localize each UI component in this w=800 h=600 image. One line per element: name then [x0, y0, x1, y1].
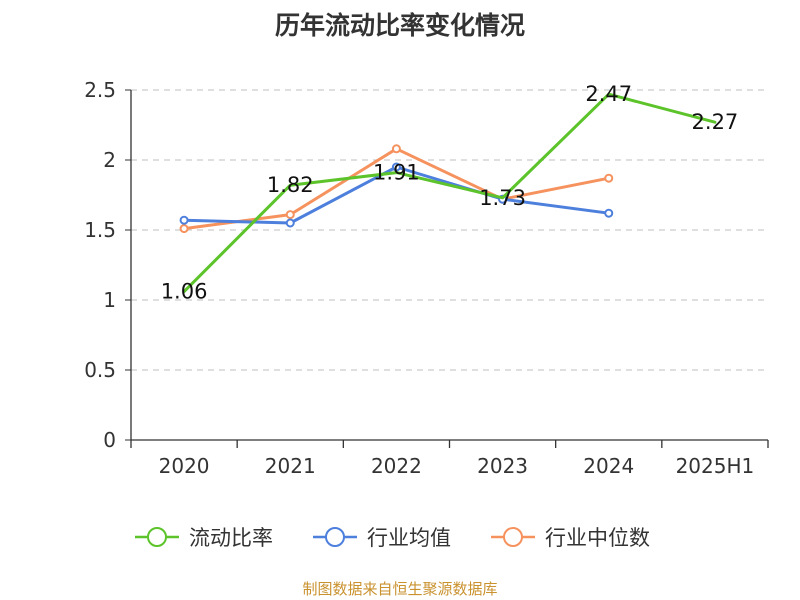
chart-title: 历年流动比率变化情况	[274, 11, 525, 40]
x-tick-label: 2024	[583, 454, 634, 478]
data-labels: 1.06 1.82 1.91 1.73 2.47 2.27	[161, 82, 739, 303]
x-tick-label: 2022	[371, 454, 422, 478]
y-tick-label: 2	[103, 148, 116, 172]
axes: 0 0.5 1 1.5 2 2.5 2020 2021 2022 2023 2024 2025H1	[84, 78, 769, 478]
y-tick-label: 2.5	[84, 78, 116, 102]
data-label: 1.91	[373, 161, 420, 185]
series-lines	[179, 92, 717, 294]
data-point	[285, 210, 295, 220]
data-point	[604, 173, 614, 183]
legend-marker	[325, 527, 345, 547]
grid-lines	[131, 89, 768, 371]
data-label: 1.73	[479, 186, 526, 210]
data-point	[179, 224, 189, 234]
legend-label: 流动比率	[189, 526, 273, 550]
x-tick-label: 2021	[265, 454, 316, 478]
series-line	[182, 92, 717, 294]
legend-item[interactable]: 行业中位数	[491, 526, 650, 550]
data-point	[391, 144, 401, 154]
y-tick-label: 1	[103, 288, 116, 312]
x-tick-label: 2025H1	[676, 454, 755, 478]
data-point	[179, 215, 189, 225]
x-tick-label: 2023	[477, 454, 528, 478]
data-label: 2.27	[692, 110, 739, 134]
source-note: 制图数据来自恒生聚源数据库	[302, 580, 498, 598]
y-tick-label: 0.5	[84, 358, 116, 382]
data-label: 1.06	[161, 280, 208, 304]
legend[interactable]: 流动比率 行业均值 行业中位数	[135, 526, 650, 550]
x-tick-label: 2020	[159, 454, 210, 478]
data-point	[285, 218, 295, 228]
legend-item[interactable]: 流动比率	[135, 526, 273, 550]
legend-label: 行业中位数	[545, 526, 650, 550]
data-point	[604, 208, 614, 218]
legend-marker	[503, 527, 523, 547]
data-label: 2.47	[585, 82, 632, 106]
legend-item[interactable]: 行业均值	[313, 526, 451, 550]
data-point	[391, 162, 401, 172]
y-tick-label: 1.5	[84, 218, 116, 242]
legend-label: 行业均值	[367, 526, 451, 550]
legend-marker	[147, 527, 167, 547]
data-label: 1.82	[267, 173, 314, 197]
y-tick-label: 0	[103, 428, 116, 452]
